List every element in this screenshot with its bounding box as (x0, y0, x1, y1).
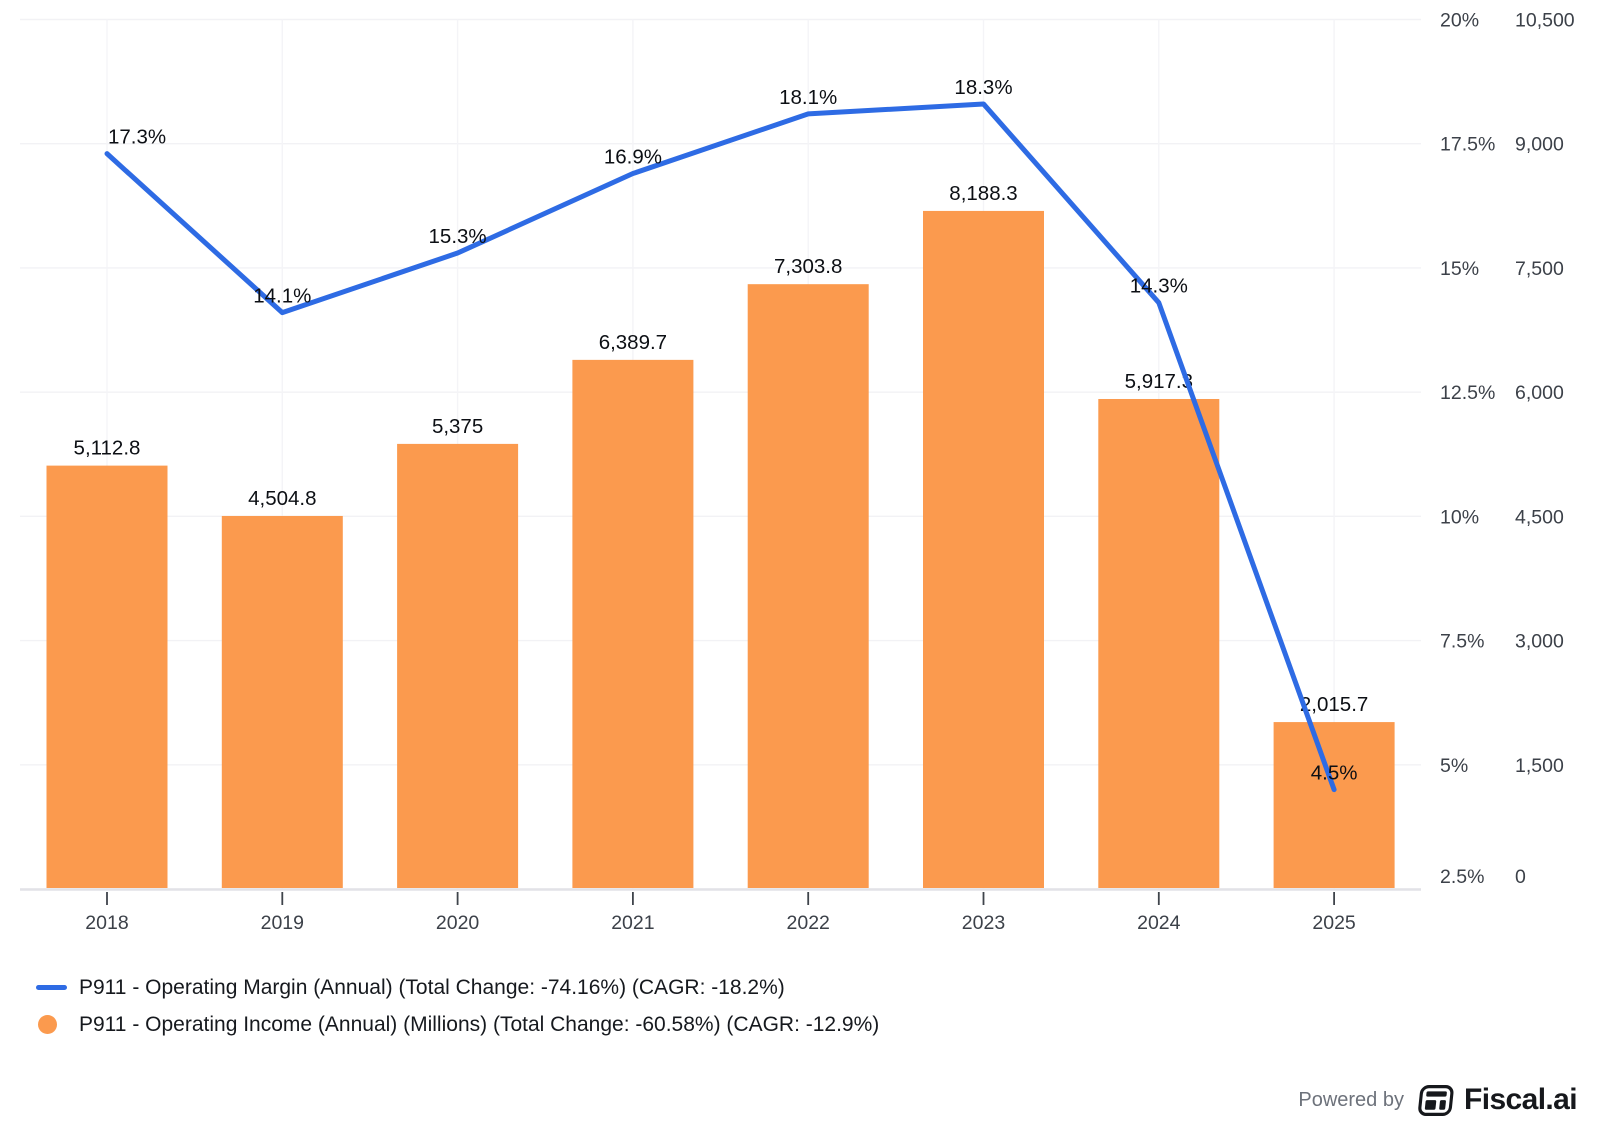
legend: P911 - Operating Margin (Annual) (Total … (36, 969, 879, 1043)
legend-marker-cell (36, 985, 79, 990)
bar-label-2019: 4,504.8 (248, 487, 316, 510)
percent-axis-tick-label: 15% (1440, 258, 1479, 280)
line-series-marker-icon (36, 985, 67, 990)
value-axis-tick-label: 3,000 (1515, 631, 1564, 653)
bar-series-marker-icon (38, 1015, 57, 1034)
bar-2023[interactable] (923, 210, 1044, 888)
x-axis-label-2025: 2025 (1312, 912, 1356, 934)
bar-2024[interactable] (1098, 398, 1220, 888)
operating-margin-line[interactable] (104, 101, 1337, 793)
x-axis-label-2024: 2024 (1137, 912, 1181, 934)
value-axis-tick-label: 10,500 (1515, 10, 1575, 32)
legend-marker-cell (36, 1015, 79, 1034)
x-axis-label-2019: 2019 (261, 912, 304, 934)
line-label-2018: 17.3% (108, 126, 166, 149)
bar-label-2021: 6,389.7 (599, 331, 667, 354)
bar-2018[interactable] (46, 465, 168, 888)
x-axis-label-2023: 2023 (962, 912, 1005, 934)
bar-label-2022: 7,303.8 (774, 255, 842, 278)
percent-axis-tick-label: 10% (1440, 506, 1479, 528)
line-label-2019: 14.1% (253, 285, 311, 308)
bar-label-2024: 5,917.3 (1125, 370, 1193, 393)
bar-label-2020: 5,375 (432, 415, 483, 438)
legend-item-operating-income[interactable]: P911 - Operating Income (Annual) (Millio… (36, 1006, 879, 1043)
value-axis-tick-label: 6,000 (1515, 382, 1564, 404)
powered-by-text: Powered by (1298, 1088, 1404, 1111)
x-axis-label-2021: 2021 (611, 912, 654, 934)
bar-2025[interactable] (1273, 722, 1395, 888)
legend-item-operating-margin[interactable]: P911 - Operating Margin (Annual) (Total … (36, 969, 879, 1006)
percent-axis-tick-label: 17.5% (1440, 134, 1495, 156)
line-label-2023: 18.3% (954, 76, 1012, 99)
percent-axis-tick-label: 5% (1440, 755, 1468, 777)
bar-2022[interactable] (747, 284, 869, 889)
value-axis-tick-label: 9,000 (1515, 134, 1564, 156)
legend-label-operating-margin: P911 - Operating Margin (Annual) (Total … (79, 976, 785, 999)
value-axis-tick-label: 0 (1515, 866, 1526, 888)
x-axis-label-2022: 2022 (787, 912, 830, 934)
legend-label-operating-income: P911 - Operating Income (Annual) (Millio… (79, 1013, 880, 1036)
line-label-2024: 14.3% (1130, 275, 1188, 298)
line-label-2021: 16.9% (604, 146, 662, 169)
percent-axis-tick-label: 2.5% (1440, 866, 1484, 888)
x-axis-label-2020: 2020 (436, 912, 480, 934)
powered-by-footer: Powered by Fiscal.ai (1298, 1079, 1577, 1121)
percent-axis-tick-label: 12.5% (1440, 382, 1495, 404)
percent-axis-tick-label: 20% (1440, 10, 1479, 32)
line-label-2020: 15.3% (429, 225, 487, 248)
bar-label-2018: 5,112.8 (74, 437, 141, 460)
percent-axis-tick-label: 7.5% (1440, 631, 1484, 653)
bar-label-2023: 8,188.3 (949, 182, 1017, 205)
combo-chart-canvas: 20% 10,500 17.5% 9,000 15% 7,500 12.5% 6,000 10%… (20, 10, 1575, 934)
x-axis-label-2018: 2018 (85, 912, 128, 934)
fiscal-ai-logo-icon (1418, 1084, 1454, 1116)
value-axis-tick-label: 1,500 (1515, 755, 1564, 777)
bar-label-2025: 2,015.7 (1300, 693, 1368, 716)
fiscal-ai-brand-text: Fiscal.ai (1463, 1083, 1578, 1116)
value-axis-tick-label: 7,500 (1515, 258, 1564, 280)
value-axis-tick-label: 4,500 (1515, 506, 1564, 528)
line-label-2022: 18.1% (779, 86, 837, 109)
bar-2021[interactable] (572, 359, 694, 889)
bar-2019[interactable] (221, 515, 343, 888)
line-label-2025: 4.5% (1311, 762, 1358, 785)
bar-2020[interactable] (397, 443, 519, 888)
